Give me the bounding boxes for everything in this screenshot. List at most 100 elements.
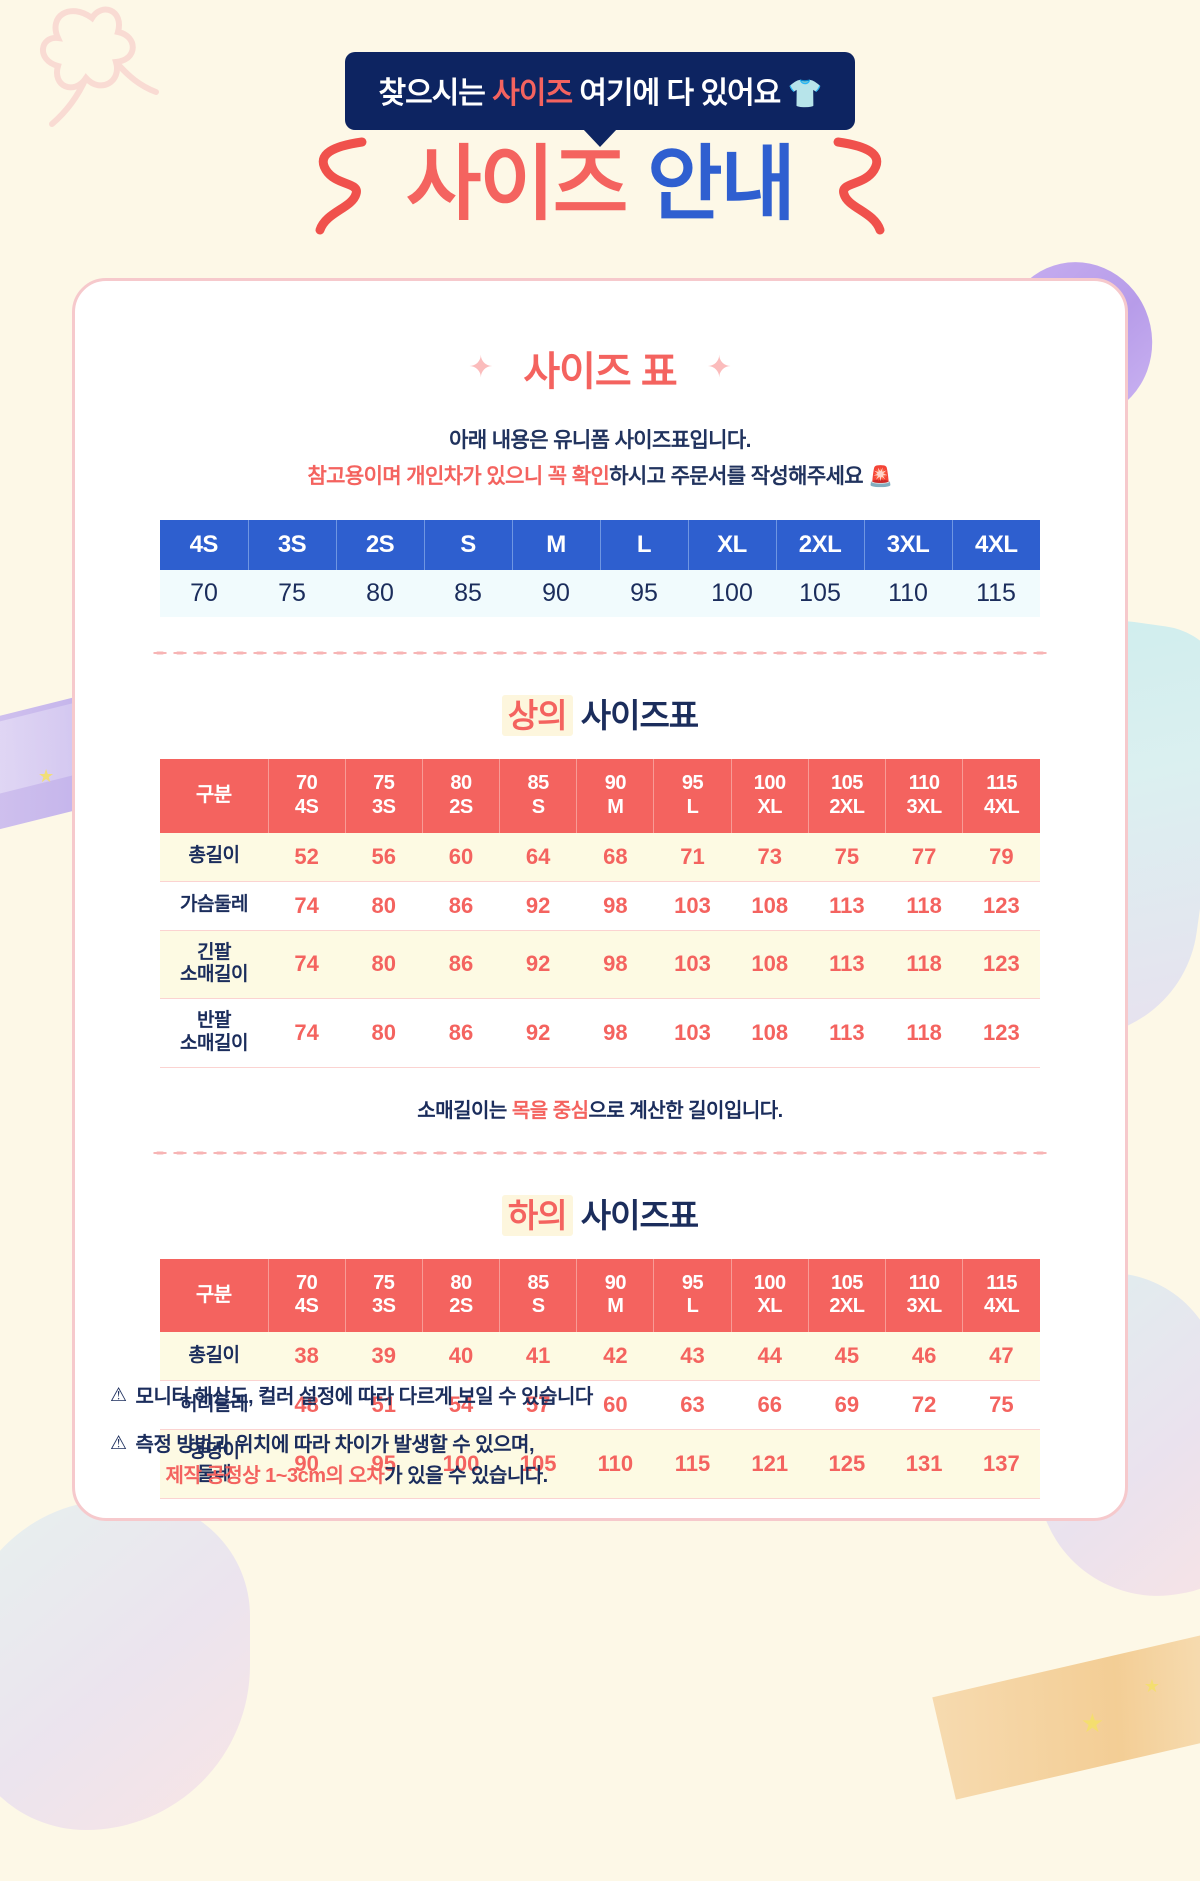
data-cell: 80 [345, 998, 423, 1068]
data-cell: 38 [268, 1331, 346, 1381]
decorative-blob-bottom-left [0, 1500, 250, 1830]
data-cell: 56 [345, 832, 423, 882]
data-cell: 42 [576, 1331, 654, 1381]
data-cell: 47 [962, 1331, 1040, 1381]
size-value-cell: 105 [776, 570, 864, 618]
data-cell: 105 [499, 1429, 577, 1499]
top-header-cell: 70 4S [268, 759, 346, 833]
data-cell: 60 [422, 832, 500, 882]
data-cell: 63 [653, 1380, 732, 1430]
row-label: 총길이 [160, 832, 268, 882]
top-section-heading-rest: 사이즈표 [572, 697, 699, 735]
data-cell: 43 [653, 1331, 732, 1381]
bottom-header-cell: 105 2XL [808, 1258, 887, 1332]
banner-text-before: 찾으시는 [378, 77, 493, 110]
top-header-cell: 115 4XL [962, 759, 1040, 833]
note-emphasis: 목을 중심 [511, 1099, 589, 1122]
bottom-table-header-row: 구분 70 4S 75 3S 80 2S 85 S 90 M 95 L 100 XL 105 2… [160, 1258, 1040, 1332]
bottom-header-cell: 70 4S [268, 1258, 346, 1332]
size-col-2xl: 2XL [776, 520, 865, 571]
size-chart-heading-row: ✦ 사이즈 표 ✦ [119, 339, 1081, 397]
top-header-cell: 105 2XL [808, 759, 887, 833]
data-cell: 118 [885, 998, 963, 1068]
table-row: 총길이 52 56 60 64 68 71 73 75 77 79 [160, 832, 1040, 882]
data-cell: 123 [962, 881, 1040, 931]
row-label: 긴팔 소매길이 [160, 930, 268, 1000]
data-cell: 75 [962, 1380, 1040, 1430]
size-value-cell: 85 [424, 570, 512, 618]
warning-text-2-rest: 가 있을 수 있습니다. [384, 1465, 548, 1487]
table-row: 가슴둘레 74 80 86 92 98 103 108 113 118 123 [160, 881, 1040, 931]
size-value-cell: 70 [160, 570, 248, 618]
data-cell: 73 [731, 832, 809, 882]
size-value-cell: 90 [512, 570, 600, 618]
warning-icon: ⚠ [110, 1385, 127, 1406]
page-title-part-b: 안내 [647, 138, 796, 230]
bottom-header-cell: 90 M [576, 1258, 655, 1332]
washi-tape-right [932, 1625, 1200, 1800]
data-cell: 98 [576, 930, 654, 1000]
data-cell: 90 [268, 1429, 346, 1499]
size-col-l: L [600, 520, 689, 571]
data-cell: 74 [268, 930, 346, 1000]
page-title-part-a: 사이즈 [405, 138, 628, 230]
bottom-section-heading-rest: 사이즈표 [572, 1196, 699, 1234]
description-line-2-rest: 하시고 주문서를 작성해주세요 [609, 464, 869, 488]
note-prefix: 소매길이는 [417, 1099, 512, 1122]
data-cell: 40 [422, 1331, 500, 1381]
size-guide-card: ✦ 사이즈 표 ✦ 아래 내용은 유니폼 사이즈표입니다. 참고용이며 개인차가… [72, 278, 1128, 1521]
bottom-header-cell: 100 XL [731, 1258, 809, 1332]
row-label: 엉덩이 둘레 [160, 1429, 268, 1499]
data-cell: 74 [268, 881, 346, 931]
squiggle-left-icon [315, 137, 367, 235]
top-header-cell: 95 L [653, 759, 732, 833]
data-cell: 86 [422, 881, 500, 931]
size-col-s: S [424, 520, 513, 571]
description-line-1: 아래 내용은 유니폼 사이즈표입니다. [449, 429, 751, 452]
top-header-cell: 90 M [576, 759, 655, 833]
row-label: 허리둘레 [160, 1380, 268, 1430]
data-cell: 113 [808, 930, 886, 1000]
bottom-table-gubun-header: 구분 [160, 1258, 269, 1332]
top-header-cell: 75 3S [345, 759, 423, 833]
header-banner: 찾으시는 사이즈 여기에 다 있어요 👕 [344, 52, 856, 147]
divider-dotted [150, 1150, 1050, 1155]
data-cell: 108 [731, 930, 809, 1000]
warning-icon: ⚠ [110, 1433, 127, 1454]
siren-icon: 🚨 [868, 465, 893, 488]
table-row: 허리둘레 48 51 54 57 60 63 66 69 72 75 [160, 1380, 1040, 1430]
data-cell: 66 [731, 1380, 809, 1430]
top-size-table: 구분 70 4S 75 3S 80 2S 85 S 90 M 95 L 100 XL 105 2… [160, 759, 1040, 1068]
size-reference-table: 4S 3S 2S S M L XL 2XL 3XL 4XL 70 [160, 520, 1040, 618]
bottom-section-heading: 하의 사이즈표 [119, 1189, 1081, 1237]
data-cell: 113 [808, 881, 886, 931]
data-cell: 77 [885, 832, 963, 882]
data-cell: 118 [885, 881, 963, 931]
bottom-section-heading-mark: 하의 [501, 1194, 573, 1236]
top-table-header-row: 구분 70 4S 75 3S 80 2S 85 S 90 M 95 L 100 XL 105 2… [160, 759, 1040, 833]
data-cell: 75 [808, 832, 886, 882]
data-cell: 71 [653, 832, 732, 882]
data-cell: 98 [576, 998, 654, 1068]
data-cell: 51 [345, 1380, 423, 1430]
table-row: 긴팔 소매길이 74 80 86 92 98 103 108 113 118 12… [160, 930, 1040, 1000]
size-value-cell: 100 [688, 570, 776, 618]
table-row: 반팔 소매길이 74 80 86 92 98 103 108 113 118 12… [160, 998, 1040, 1068]
size-col-3s: 3S [248, 520, 337, 571]
row-label: 반팔 소매길이 [160, 998, 268, 1068]
warning-text-2-line1: 측정 방법과 위치에 따라 차이가 발생할 수 있으며, [135, 1434, 535, 1456]
data-cell: 54 [422, 1380, 500, 1430]
warning-text-2: 측정 방법과 위치에 따라 차이가 발생할 수 있으며, 제작 공정상 1~3c… [135, 1430, 549, 1492]
data-cell: 45 [808, 1331, 886, 1381]
data-cell: 103 [653, 998, 732, 1068]
warning-row-2: ⚠ 측정 방법과 위치에 따라 차이가 발생할 수 있으며, 제작 공정상 1~… [110, 1430, 1090, 1492]
data-cell: 64 [499, 832, 577, 882]
size-col-4s: 4S [160, 520, 249, 571]
row-label: 가슴둘레 [160, 881, 268, 931]
data-cell: 137 [962, 1429, 1040, 1499]
description-line-2: 참고용이며 개인차가 있으니 꼭 확인하시고 주문서를 작성해주세요 🚨 [119, 459, 1081, 495]
data-cell: 113 [808, 998, 886, 1068]
data-cell: 115 [653, 1429, 732, 1499]
data-cell: 108 [731, 998, 809, 1068]
